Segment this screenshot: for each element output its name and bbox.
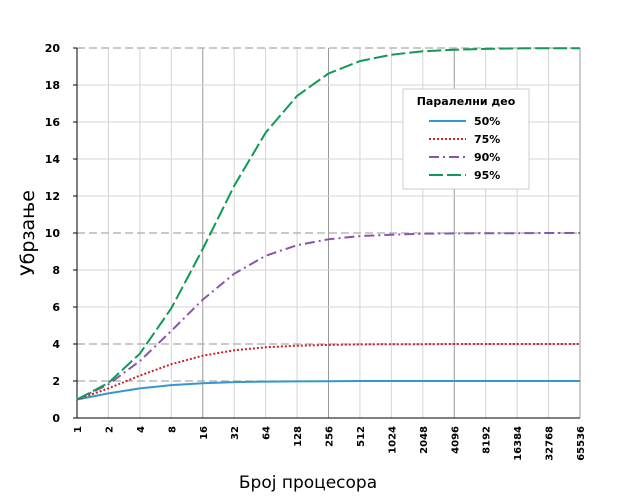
legend: Паралелни део 50% 75% 90% 95% [402, 88, 530, 190]
legend-label: 95% [474, 169, 500, 182]
series-line-95pct [76, 47, 580, 401]
x-tick-label: 1024 [387, 426, 398, 454]
y-tick-label: 12 [45, 190, 60, 203]
x-tick-label: 4 [136, 426, 147, 433]
x-tick-label: 512 [356, 426, 367, 447]
series-line-75pct [76, 343, 580, 401]
series-line-90pct [76, 232, 580, 401]
x-tick-label: 32768 [545, 426, 556, 461]
y-tick-label: 16 [45, 116, 61, 129]
y-tick-label: 10 [45, 227, 61, 240]
x-tick-label: 16 [199, 426, 210, 440]
x-tick-label: 256 [325, 426, 336, 447]
y-tick-label: 4 [52, 338, 60, 351]
x-tick-label: 128 [293, 426, 304, 447]
x-tick-label: 65536 [576, 426, 587, 461]
x-tick-label: 32 [230, 426, 241, 440]
x-tick-label: 2 [104, 426, 115, 433]
y-axis-title: Убрзање [17, 190, 39, 276]
x-tick-label: 16384 [513, 426, 524, 461]
x-tick-label: 8192 [482, 426, 493, 454]
y-tick-label: 20 [45, 42, 61, 55]
y-tick-label: 18 [45, 79, 60, 92]
legend-label: 90% [474, 151, 500, 164]
x-axis-title: Број процесора [239, 473, 377, 493]
x-tick-label: 2048 [419, 426, 430, 454]
y-tick-label: 0 [52, 412, 60, 425]
y-tick-label: 2 [52, 375, 60, 388]
legend-label: 50% [474, 115, 500, 128]
y-tick-label: 14 [45, 153, 61, 166]
x-tick-label: 4096 [450, 426, 461, 454]
x-tick-label: 64 [262, 426, 273, 440]
legend-title: Паралелни део [417, 95, 516, 108]
y-tick-label: 8 [52, 264, 60, 277]
series-lines [76, 47, 580, 401]
axes [73, 47, 580, 419]
x-tick-label: 8 [167, 426, 178, 433]
x-tick-label: 1 [73, 426, 84, 433]
legend-label: 75% [474, 133, 500, 146]
y-tick-label: 6 [52, 301, 60, 314]
series-line-50pct [76, 380, 580, 401]
